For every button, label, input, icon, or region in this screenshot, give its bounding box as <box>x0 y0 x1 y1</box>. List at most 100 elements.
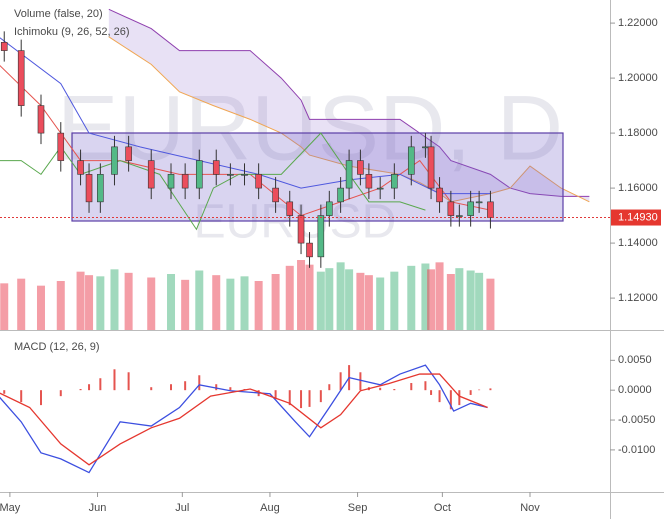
candle-body <box>195 160 203 189</box>
volume-bar <box>427 269 436 330</box>
x-tick-label: Jul <box>175 502 189 514</box>
volume-bar <box>56 281 65 330</box>
volume-bar <box>36 285 45 330</box>
volume-bar <box>271 274 280 330</box>
volume-bar <box>167 274 176 330</box>
volume-bar <box>96 276 105 330</box>
volume-bar <box>364 275 373 330</box>
candle-body <box>77 160 84 175</box>
candle-body <box>456 215 463 217</box>
y-tick-label: 1.20000 <box>618 72 658 84</box>
volume-bar <box>475 272 484 330</box>
y-tick-label: 0.0050 <box>618 354 652 366</box>
volume-bar <box>0 283 9 330</box>
candle-body <box>475 201 483 204</box>
volume-bar <box>316 271 325 330</box>
candle-body <box>286 201 294 216</box>
volume-bar <box>486 278 495 330</box>
cloud-line <box>108 8 590 197</box>
volume-bar <box>407 265 416 330</box>
candle-body <box>125 146 132 161</box>
last-price-label: 1.14930 <box>618 211 658 223</box>
candle-body <box>97 174 104 203</box>
axes: 1.22000 1.20000 1.18000 1.16000 1.14000 1.120… <box>0 17 661 514</box>
volume-bar <box>285 265 294 330</box>
candle-body <box>306 242 313 258</box>
volume-bar <box>181 279 190 330</box>
candle-body <box>365 174 373 189</box>
candle-body <box>111 146 118 175</box>
watermark: EURUSD, D <box>57 77 563 179</box>
candle-body <box>467 201 474 216</box>
x-tick-label: Nov <box>520 502 540 514</box>
y-tick-label: 0.0000 <box>618 384 652 396</box>
volume-bar <box>336 262 345 330</box>
volume-bar <box>110 269 119 330</box>
volume-bar <box>390 271 399 330</box>
volume-bar <box>17 278 26 330</box>
candle-body <box>357 160 364 175</box>
watermark-sub: EURUSD <box>194 196 397 249</box>
y-tick-label: 1.12000 <box>618 292 658 304</box>
candle-body <box>147 160 155 189</box>
last-price-box <box>611 209 661 226</box>
y-tick-label: 1.14000 <box>618 237 658 249</box>
cloud <box>108 9 590 202</box>
candle-body <box>212 160 220 175</box>
price-overlay <box>0 31 610 268</box>
ichimoku-line <box>0 132 426 231</box>
candle-body <box>436 187 443 203</box>
x-tick-label: Oct <box>434 502 451 514</box>
x-tick-label: Jun <box>89 502 107 514</box>
macd-panel <box>0 364 492 474</box>
candle-body <box>447 201 455 216</box>
volume-bar <box>435 262 444 330</box>
candle-body <box>337 187 344 203</box>
candle-body <box>391 174 398 189</box>
y-tick-label: 1.18000 <box>618 127 658 139</box>
candle-body <box>227 174 234 176</box>
volume-bar <box>254 281 263 330</box>
volume-bar <box>455 268 464 330</box>
price-panel <box>0 8 590 330</box>
y-tick-label: -0.0050 <box>618 414 655 426</box>
volume-bar <box>85 275 94 330</box>
volume-bar <box>212 275 221 330</box>
candle-body <box>272 187 279 203</box>
candle-body <box>85 174 93 203</box>
candle-body <box>57 132 65 161</box>
volume-bar <box>376 277 385 330</box>
volume-bar <box>305 264 314 330</box>
candle-body <box>407 146 415 175</box>
macd-line <box>0 364 488 474</box>
candle-body <box>37 105 45 134</box>
candle-body <box>167 174 175 189</box>
x-tick-label: May <box>0 502 21 514</box>
candle-body <box>181 174 189 189</box>
legend-ichimoku: Ichimoku (9, 26, 52, 26) <box>14 26 130 38</box>
x-tick-label: Sep <box>348 502 368 514</box>
legend-macd: MACD (12, 26, 9) <box>14 341 100 353</box>
volume-bar <box>356 272 365 330</box>
volume-bar <box>297 260 306 330</box>
volume-bar <box>466 270 475 330</box>
macd-line <box>0 373 488 466</box>
y-tick-label: -0.0100 <box>618 444 655 456</box>
volume-bar <box>124 272 133 330</box>
volume-bar <box>345 269 354 330</box>
volume-bar <box>446 274 455 330</box>
volume-bar <box>325 268 334 330</box>
volume-bar <box>226 278 235 330</box>
candle-body <box>376 187 384 190</box>
candle-body <box>427 146 435 189</box>
legend-volume: Volume (false, 20) <box>14 8 103 20</box>
candle-body <box>255 174 262 189</box>
x-tick-label: Aug <box>260 502 280 514</box>
candle-body <box>241 174 248 176</box>
cloud-line <box>108 36 590 203</box>
volume-bar <box>76 271 85 330</box>
candle-body <box>487 201 494 218</box>
candle-body <box>0 42 8 51</box>
